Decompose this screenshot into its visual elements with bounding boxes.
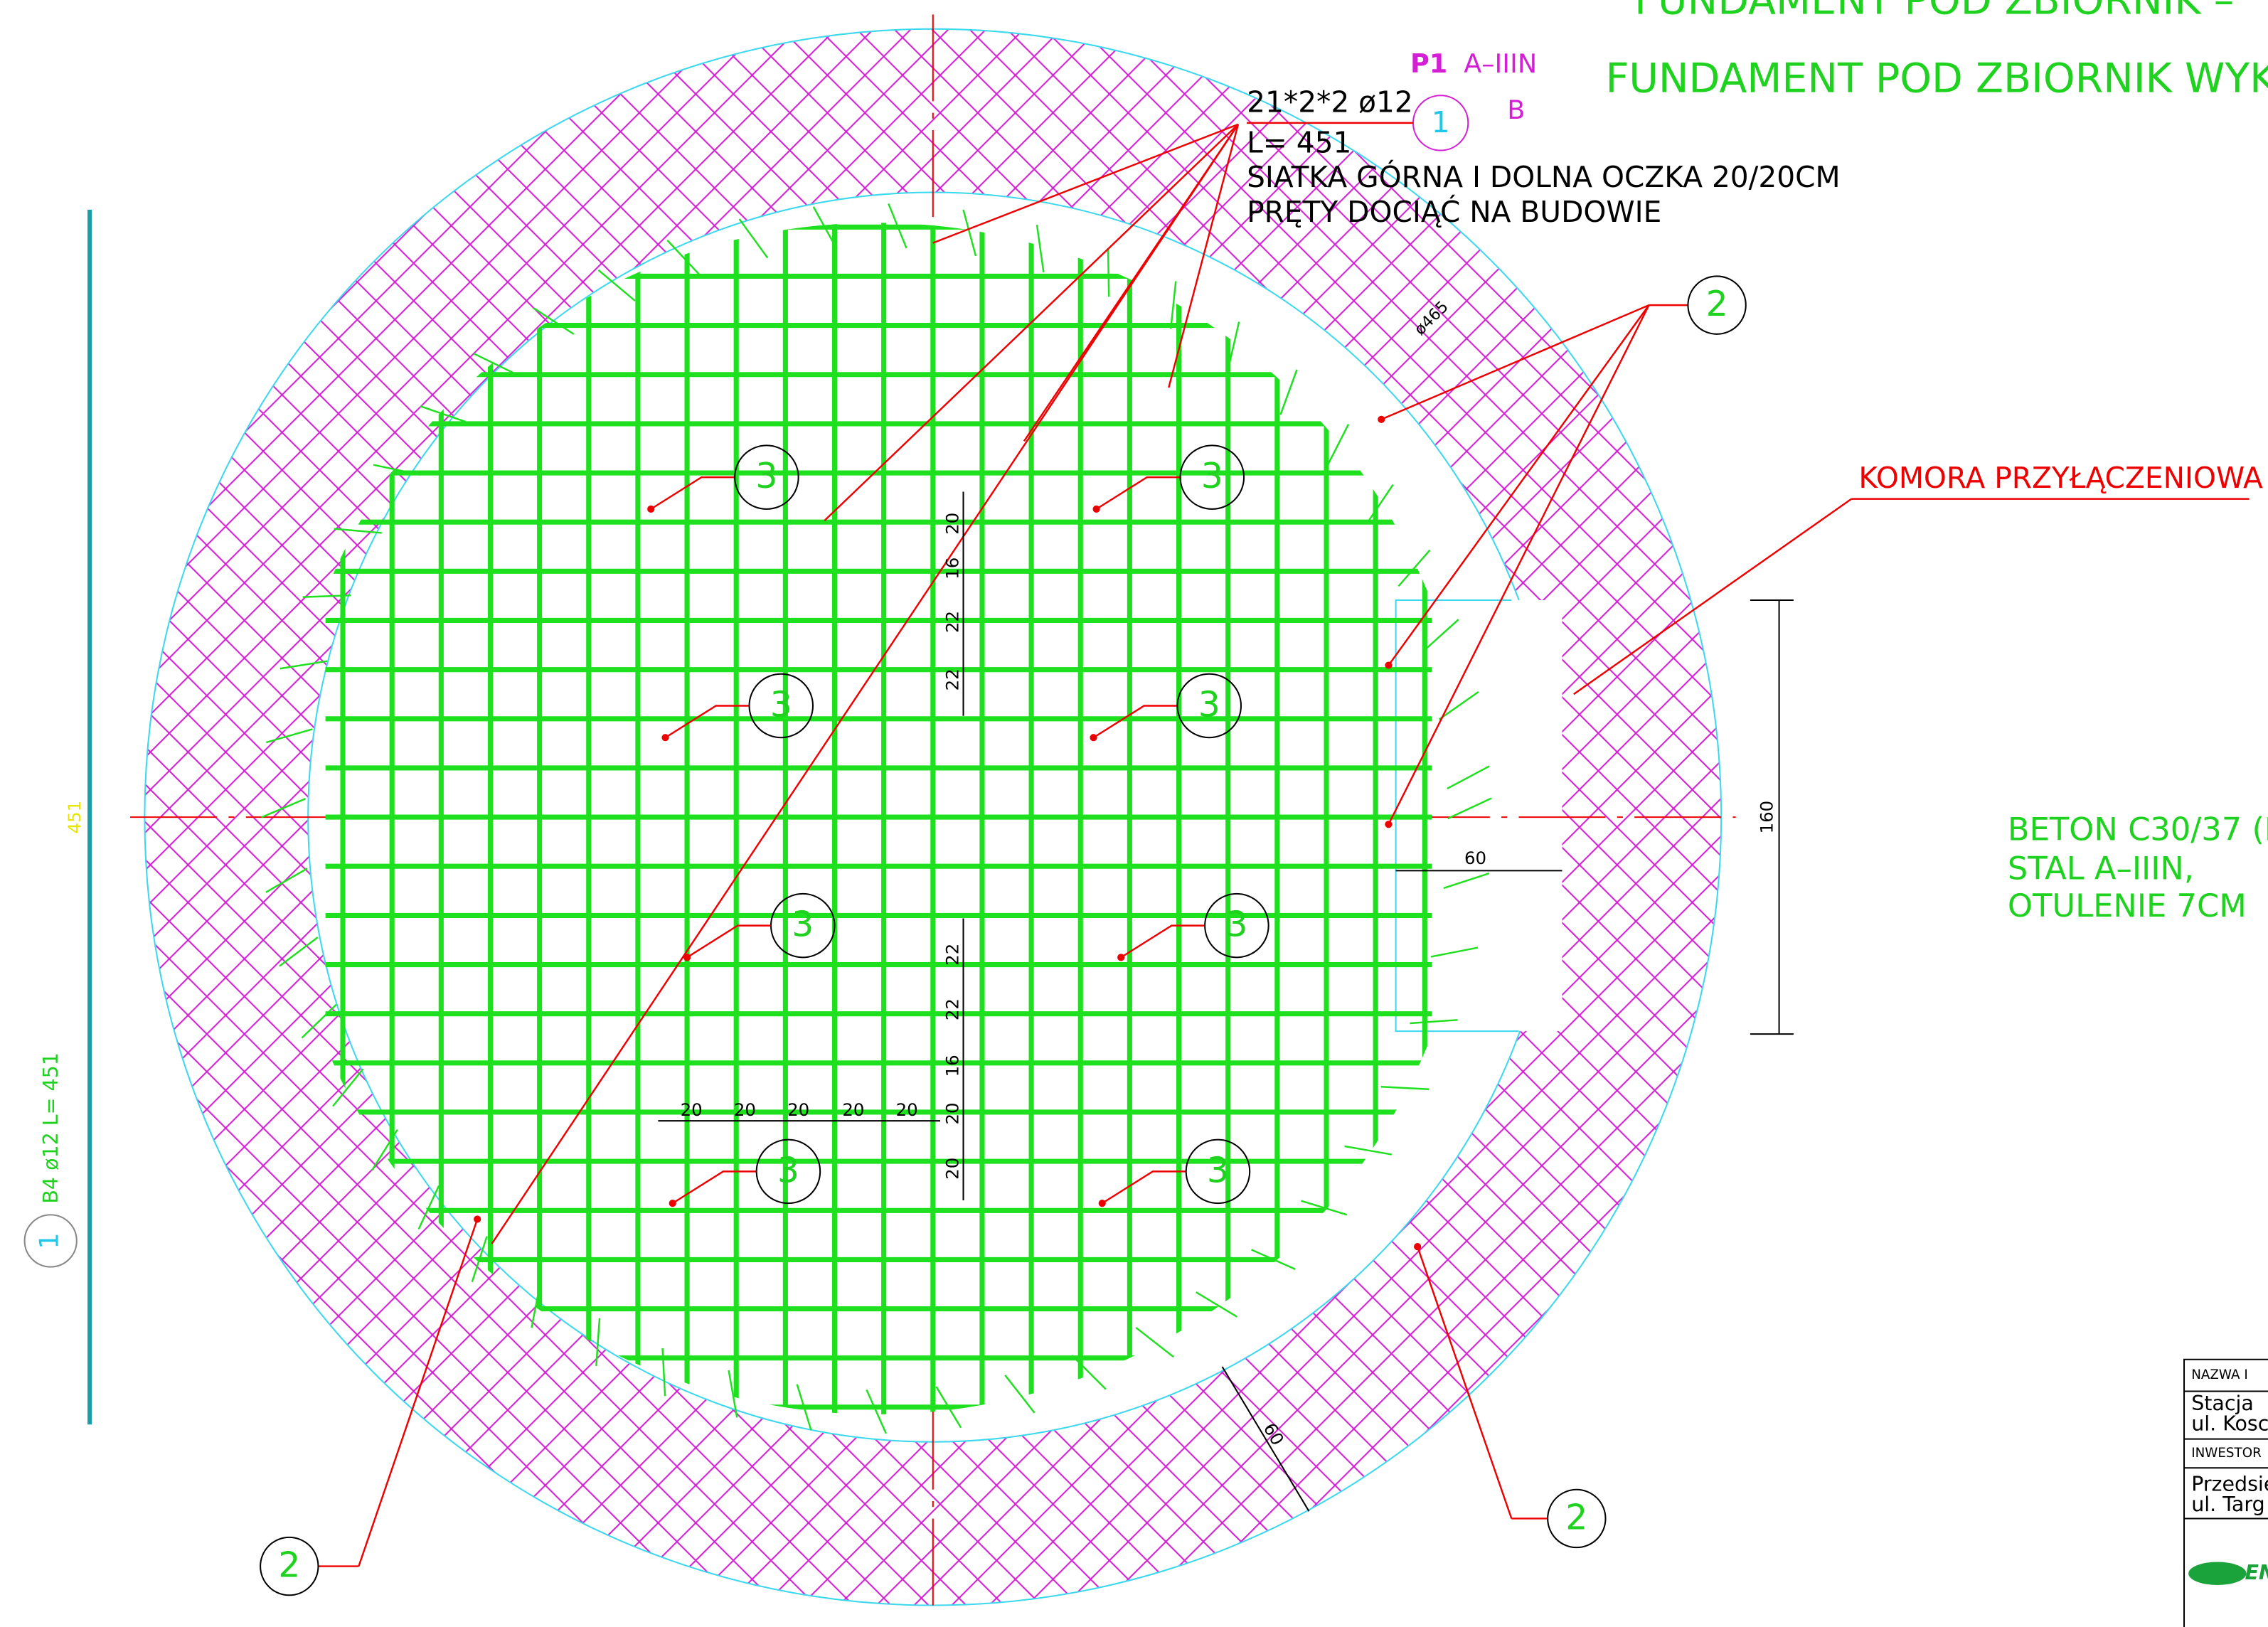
dim: 20	[681, 1099, 703, 1120]
title: FUNDAMENT POD ZBIORNIK –	[1634, 0, 2234, 24]
rebar-end	[1381, 1087, 1429, 1089]
dim: 20	[896, 1099, 918, 1120]
marker: 3	[770, 685, 792, 725]
leader	[1094, 705, 1178, 737]
marker: 3	[1198, 685, 1220, 725]
leader-dot	[669, 1200, 676, 1207]
block-text: ul. Kosc	[2191, 1412, 2268, 1435]
leader	[492, 124, 1238, 1244]
rebar-length: L= 451	[1247, 125, 1351, 159]
leader	[1097, 477, 1181, 509]
title: FUNDAMENT POD ZBIORNIK WYK	[1606, 55, 2268, 102]
dim: 160	[1756, 801, 1777, 834]
dim: 22	[942, 944, 962, 966]
rebar-end	[1037, 225, 1043, 272]
marker: 2	[1706, 284, 1728, 324]
dim: 22	[942, 611, 962, 633]
marker: 3	[792, 905, 814, 945]
rebar-grid	[326, 217, 1432, 1417]
block-label: INWESTOR	[2191, 1446, 2262, 1461]
dim: 20	[734, 1099, 756, 1120]
position: P1	[1410, 48, 1447, 79]
marker: 1	[34, 1232, 65, 1249]
rebar-end	[1136, 1328, 1173, 1357]
rebar-end	[1398, 550, 1430, 587]
leader-dot	[1117, 954, 1124, 961]
rebar-end	[1196, 1292, 1237, 1317]
marker: 2	[278, 1545, 300, 1586]
note: SIATKA GÓRNA I DOLNA OCZKA 20/20CM	[1247, 160, 1840, 194]
leader-dot	[1090, 734, 1097, 741]
cover: OTULENIE 7CM	[2008, 887, 2247, 924]
layer: B	[1507, 95, 1525, 125]
rebar-end	[1345, 1146, 1392, 1155]
rebar-end	[1327, 425, 1349, 467]
marker: 3	[1201, 456, 1223, 496]
rebar-end	[667, 240, 700, 275]
rebar-end	[1366, 485, 1393, 525]
logo-mark	[2188, 1562, 2246, 1585]
leader-dot	[474, 1215, 481, 1222]
rebar-end	[964, 210, 976, 256]
rebar-end	[1108, 249, 1109, 297]
leader-dot	[1414, 1243, 1421, 1250]
leader-dot	[1385, 821, 1392, 828]
leader-dot	[683, 954, 691, 961]
marker: 1	[1432, 105, 1450, 139]
dim: 20	[842, 1099, 864, 1120]
concrete: BETON C30/37 (B	[2008, 810, 2268, 848]
bar-spec: B4 ø12 L= 451	[39, 1052, 63, 1204]
leader-dot	[1385, 661, 1392, 668]
chamber-label: KOMORA PRZYŁĄCZENIOWA	[1858, 461, 2263, 495]
leader	[1121, 926, 1205, 958]
leader	[1102, 1171, 1186, 1203]
marker: 2	[1565, 1498, 1587, 1538]
dim: 20	[787, 1099, 809, 1120]
marker: 3	[1225, 905, 1247, 945]
dim: 16	[942, 1055, 962, 1077]
dim: 22	[942, 668, 962, 690]
marker: 3	[755, 456, 777, 496]
bar-length: 451	[64, 801, 85, 834]
marker: 3	[777, 1150, 799, 1190]
dim: 20	[942, 1158, 962, 1180]
dim: 16	[942, 558, 962, 580]
rebar-spec: 21*2*2 ø12	[1247, 85, 1413, 119]
leader-dot	[647, 506, 654, 513]
leader	[687, 926, 771, 958]
leader-dot	[1099, 1200, 1106, 1207]
leader	[651, 477, 735, 509]
leader-dot	[661, 734, 669, 741]
block-label: NAZWA I	[2191, 1367, 2248, 1382]
title-block: NAZWA I Stacja ul. Kosc INWESTOR Przedsi…	[2184, 1360, 2268, 1627]
steel: A–IIIN	[1464, 48, 1537, 79]
leader-dot	[1093, 506, 1100, 513]
rebar-end	[740, 219, 768, 257]
steel-label: STAL A–IIIN,	[2008, 849, 2194, 887]
leader-dot	[1378, 416, 1385, 423]
dim: 60	[1464, 848, 1486, 868]
drawing: 333333332222016222222221620202020202020 …	[0, 0, 2268, 1627]
block-text: ul. Targ	[2191, 1493, 2264, 1516]
dim: 22	[942, 998, 962, 1020]
dim: 20	[942, 1102, 962, 1124]
rebar-end	[1281, 370, 1297, 415]
marker: 3	[1207, 1150, 1229, 1190]
logo: EN	[2245, 1561, 2268, 1584]
rebar-end	[1171, 282, 1176, 329]
dim: 20	[942, 513, 962, 535]
note: PRĘTY DOCIĄĆ NA BUDOWIE	[1247, 195, 1661, 229]
